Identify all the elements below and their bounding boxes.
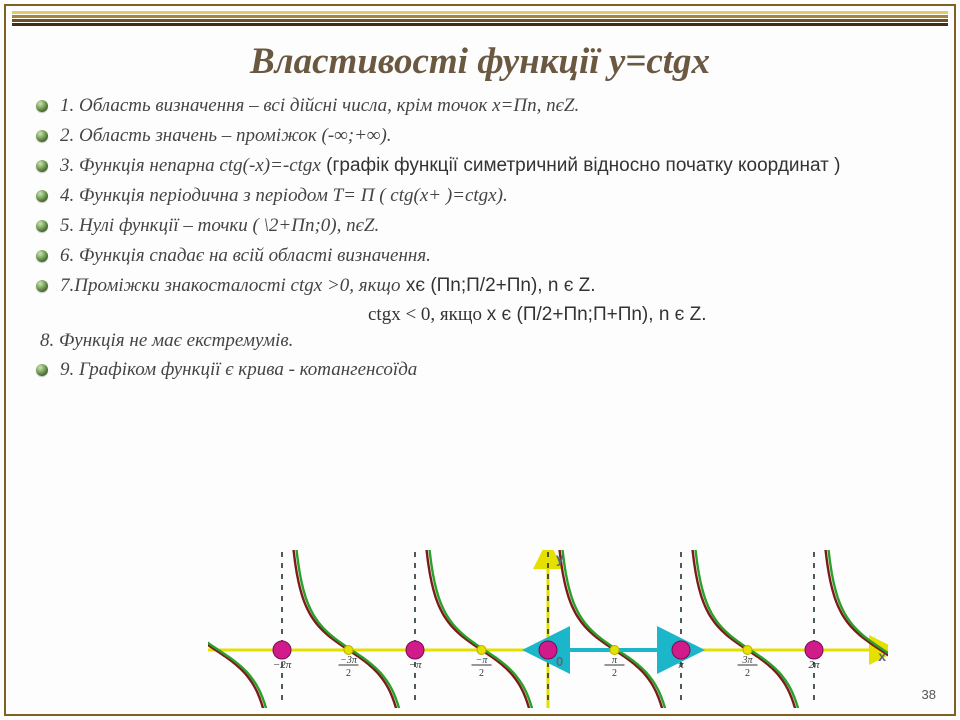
slide-content: Властивості функції y=ctgx 1. Область ви… <box>28 34 932 712</box>
line-9-list: 9. Графіком функції є крива - котангенсо… <box>28 357 932 382</box>
list-item-text: 3. Функція непарна ctg(-x)=-ctgx (графік… <box>60 153 932 178</box>
list-item-text: 6. Функція спадає на всій області визнач… <box>60 243 932 268</box>
line-9: 9. Графіком функції є крива - котангенсо… <box>60 357 932 382</box>
svg-text:2: 2 <box>479 668 484 679</box>
svg-text:−π: −π <box>476 655 489 666</box>
line-8: 8. Функція не має екстремумів. <box>28 330 932 352</box>
cotangent-graph: −2π−3π2−π−π2π2π3π22π y x 0 <box>208 550 888 708</box>
bullet-icon <box>36 364 48 376</box>
svg-text:3π: 3π <box>741 655 753 666</box>
bullet-icon <box>36 250 48 262</box>
list-item-text: 5. Нулі функції – точки ( \2+Пn;0), nєZ. <box>60 213 932 238</box>
svg-text:−3π: −3π <box>340 655 358 666</box>
list-item: 3. Функція непарна ctg(-x)=-ctgx (графік… <box>36 153 932 178</box>
bullet-icon <box>36 130 48 142</box>
list-item: 5. Нулі функції – точки ( \2+Пn;0), nєZ. <box>36 213 932 238</box>
svg-text:2: 2 <box>745 668 750 679</box>
svg-text:π: π <box>678 659 684 671</box>
svg-text:−π: −π <box>409 659 422 671</box>
list-item: 7.Проміжки знакосталості ctgx >0, якщо x… <box>36 273 932 298</box>
sign-negative-line: ctgx < 0, якщо х є (П/2+Пn;П+Пn), n є Z. <box>368 304 932 326</box>
list-item-text: 7.Проміжки знакосталості ctgx >0, якщо x… <box>60 273 932 298</box>
svg-text:2: 2 <box>346 668 351 679</box>
bullet-icon <box>36 190 48 202</box>
list-item-text: 2. Область значень – проміжок (-∞;+∞). <box>60 123 932 148</box>
svg-text:−2π: −2π <box>273 659 292 671</box>
x-axis-label: x <box>878 648 886 664</box>
list-item-text: 1. Область визначення – всі дійсні числа… <box>60 93 932 118</box>
list-item: 6. Функція спадає на всій області визнач… <box>36 243 932 268</box>
list-item: 4. Функція періодична з періодом T= П ( … <box>36 183 932 208</box>
svg-text:π: π <box>612 655 618 666</box>
svg-text:2π: 2π <box>808 659 820 671</box>
svg-text:2: 2 <box>612 668 617 679</box>
y-axis-label: y <box>556 550 564 566</box>
properties-list: 1. Область визначення – всі дійсні числа… <box>28 93 932 299</box>
decorative-bars-top <box>12 10 948 28</box>
bullet-icon <box>36 160 48 172</box>
list-item: 1. Область визначення – всі дійсні числа… <box>36 93 932 118</box>
bullet-icon <box>36 280 48 292</box>
origin-label: 0 <box>556 654 563 669</box>
page-title: Властивості функції y=ctgx <box>28 40 932 83</box>
slide-number: 38 <box>922 687 936 702</box>
bullet-icon <box>36 100 48 112</box>
list-item: 2. Область значень – проміжок (-∞;+∞). <box>36 123 932 148</box>
bullet-icon <box>36 220 48 232</box>
list-item-text: 4. Функція періодична з періодом T= П ( … <box>60 183 932 208</box>
